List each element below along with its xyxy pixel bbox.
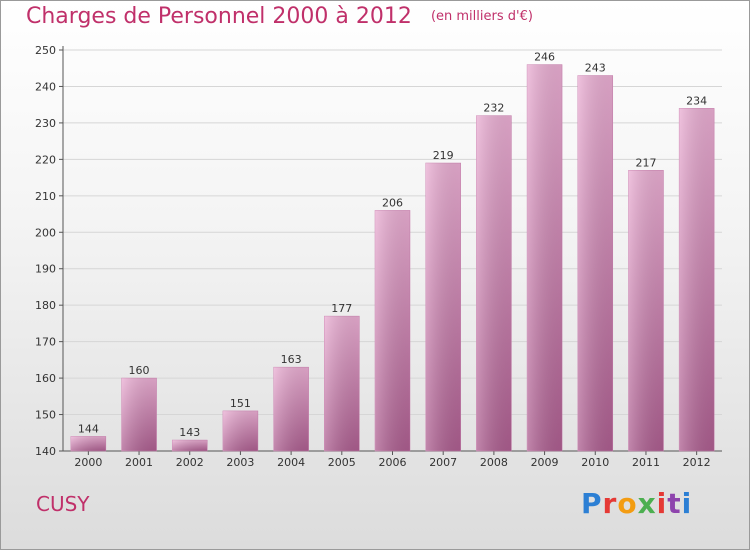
bar-shade-2004	[273, 367, 309, 451]
y-tick-label: 240	[35, 80, 56, 93]
y-tick-label: 180	[35, 299, 56, 312]
title-row: Charges de Personnel 2000 à 2012 (en mil…	[26, 4, 533, 29]
y-tick-label: 170	[35, 336, 56, 349]
data-label: 234	[686, 94, 707, 107]
x-tick-label: 2009	[531, 456, 559, 469]
bar-shade-2006	[375, 210, 410, 451]
axis-layer: 140 150 160 170 180 190 200 210 220 230 240 250 2000…	[35, 44, 722, 469]
bar-shade-2012	[679, 108, 715, 451]
x-tick-label: 2012	[683, 456, 711, 469]
bar-shade-2003	[222, 410, 258, 451]
bar-shade-2002	[172, 440, 208, 451]
y-tick-label: 230	[35, 117, 56, 130]
bar-shade-2001	[121, 378, 157, 451]
place-name: CUSY	[36, 492, 90, 516]
data-label: 232	[483, 102, 504, 115]
y-tick-label: 160	[35, 372, 56, 385]
proxiti-logo: Proxiti	[581, 487, 692, 520]
bar-shade-2000	[70, 436, 106, 451]
x-tick-label: 2006	[379, 456, 407, 469]
x-tick-label: 2007	[429, 456, 457, 469]
data-label: 219	[433, 149, 454, 162]
data-label: 144	[78, 422, 99, 435]
x-tick-label: 2005	[328, 456, 356, 469]
y-tick-label: 200	[35, 226, 56, 239]
logo-letter: x	[637, 487, 657, 520]
data-label: 143	[179, 426, 200, 439]
bar-layer	[70, 64, 715, 452]
label-layer: 144 160 143 151 163 177 206 219 232 246 243 217 234	[78, 51, 707, 439]
x-tick-label: 2011	[632, 456, 660, 469]
chart-subtitle: (en milliers d'€)	[430, 9, 533, 24]
logo-letter: t	[667, 487, 682, 520]
bar-shade-2008	[476, 115, 512, 452]
y-tick-label: 150	[35, 409, 56, 422]
x-tick-label: 2003	[226, 456, 254, 469]
x-tick-label: 2008	[480, 456, 508, 469]
chart-title: Charges de Personnel 2000 à 2012	[26, 4, 412, 29]
logo-letter: r	[602, 487, 618, 520]
data-label: 160	[129, 364, 150, 377]
data-label: 243	[585, 62, 606, 75]
y-tick-label: 220	[35, 153, 56, 166]
logo-letter: o	[617, 487, 638, 520]
bar-shade-2009	[527, 64, 563, 451]
x-tick-label: 2000	[74, 456, 102, 469]
bar-shade-2011	[628, 170, 664, 452]
data-label: 206	[382, 196, 403, 209]
x-tick-label: 2010	[581, 456, 609, 469]
bar-shade-2010	[577, 75, 613, 451]
data-label: 246	[534, 51, 555, 64]
y-tick-label: 210	[35, 190, 56, 203]
x-tick-label: 2004	[277, 456, 305, 469]
bar-shade-2005	[324, 316, 360, 451]
y-tick-label: 190	[35, 263, 56, 276]
logo-letter: i	[656, 487, 668, 520]
x-tick-label: 2001	[125, 456, 153, 469]
bar-shade-2007	[425, 163, 461, 451]
y-tick-label: 140	[35, 445, 56, 458]
data-label: 163	[281, 353, 302, 366]
data-label: 177	[331, 302, 352, 315]
logo-letter: i	[681, 487, 693, 520]
logo-letter: P	[581, 487, 603, 520]
y-tick-label: 250	[35, 44, 56, 57]
data-label: 151	[230, 397, 251, 410]
x-tick-label: 2002	[176, 456, 204, 469]
data-label: 217	[635, 156, 656, 169]
